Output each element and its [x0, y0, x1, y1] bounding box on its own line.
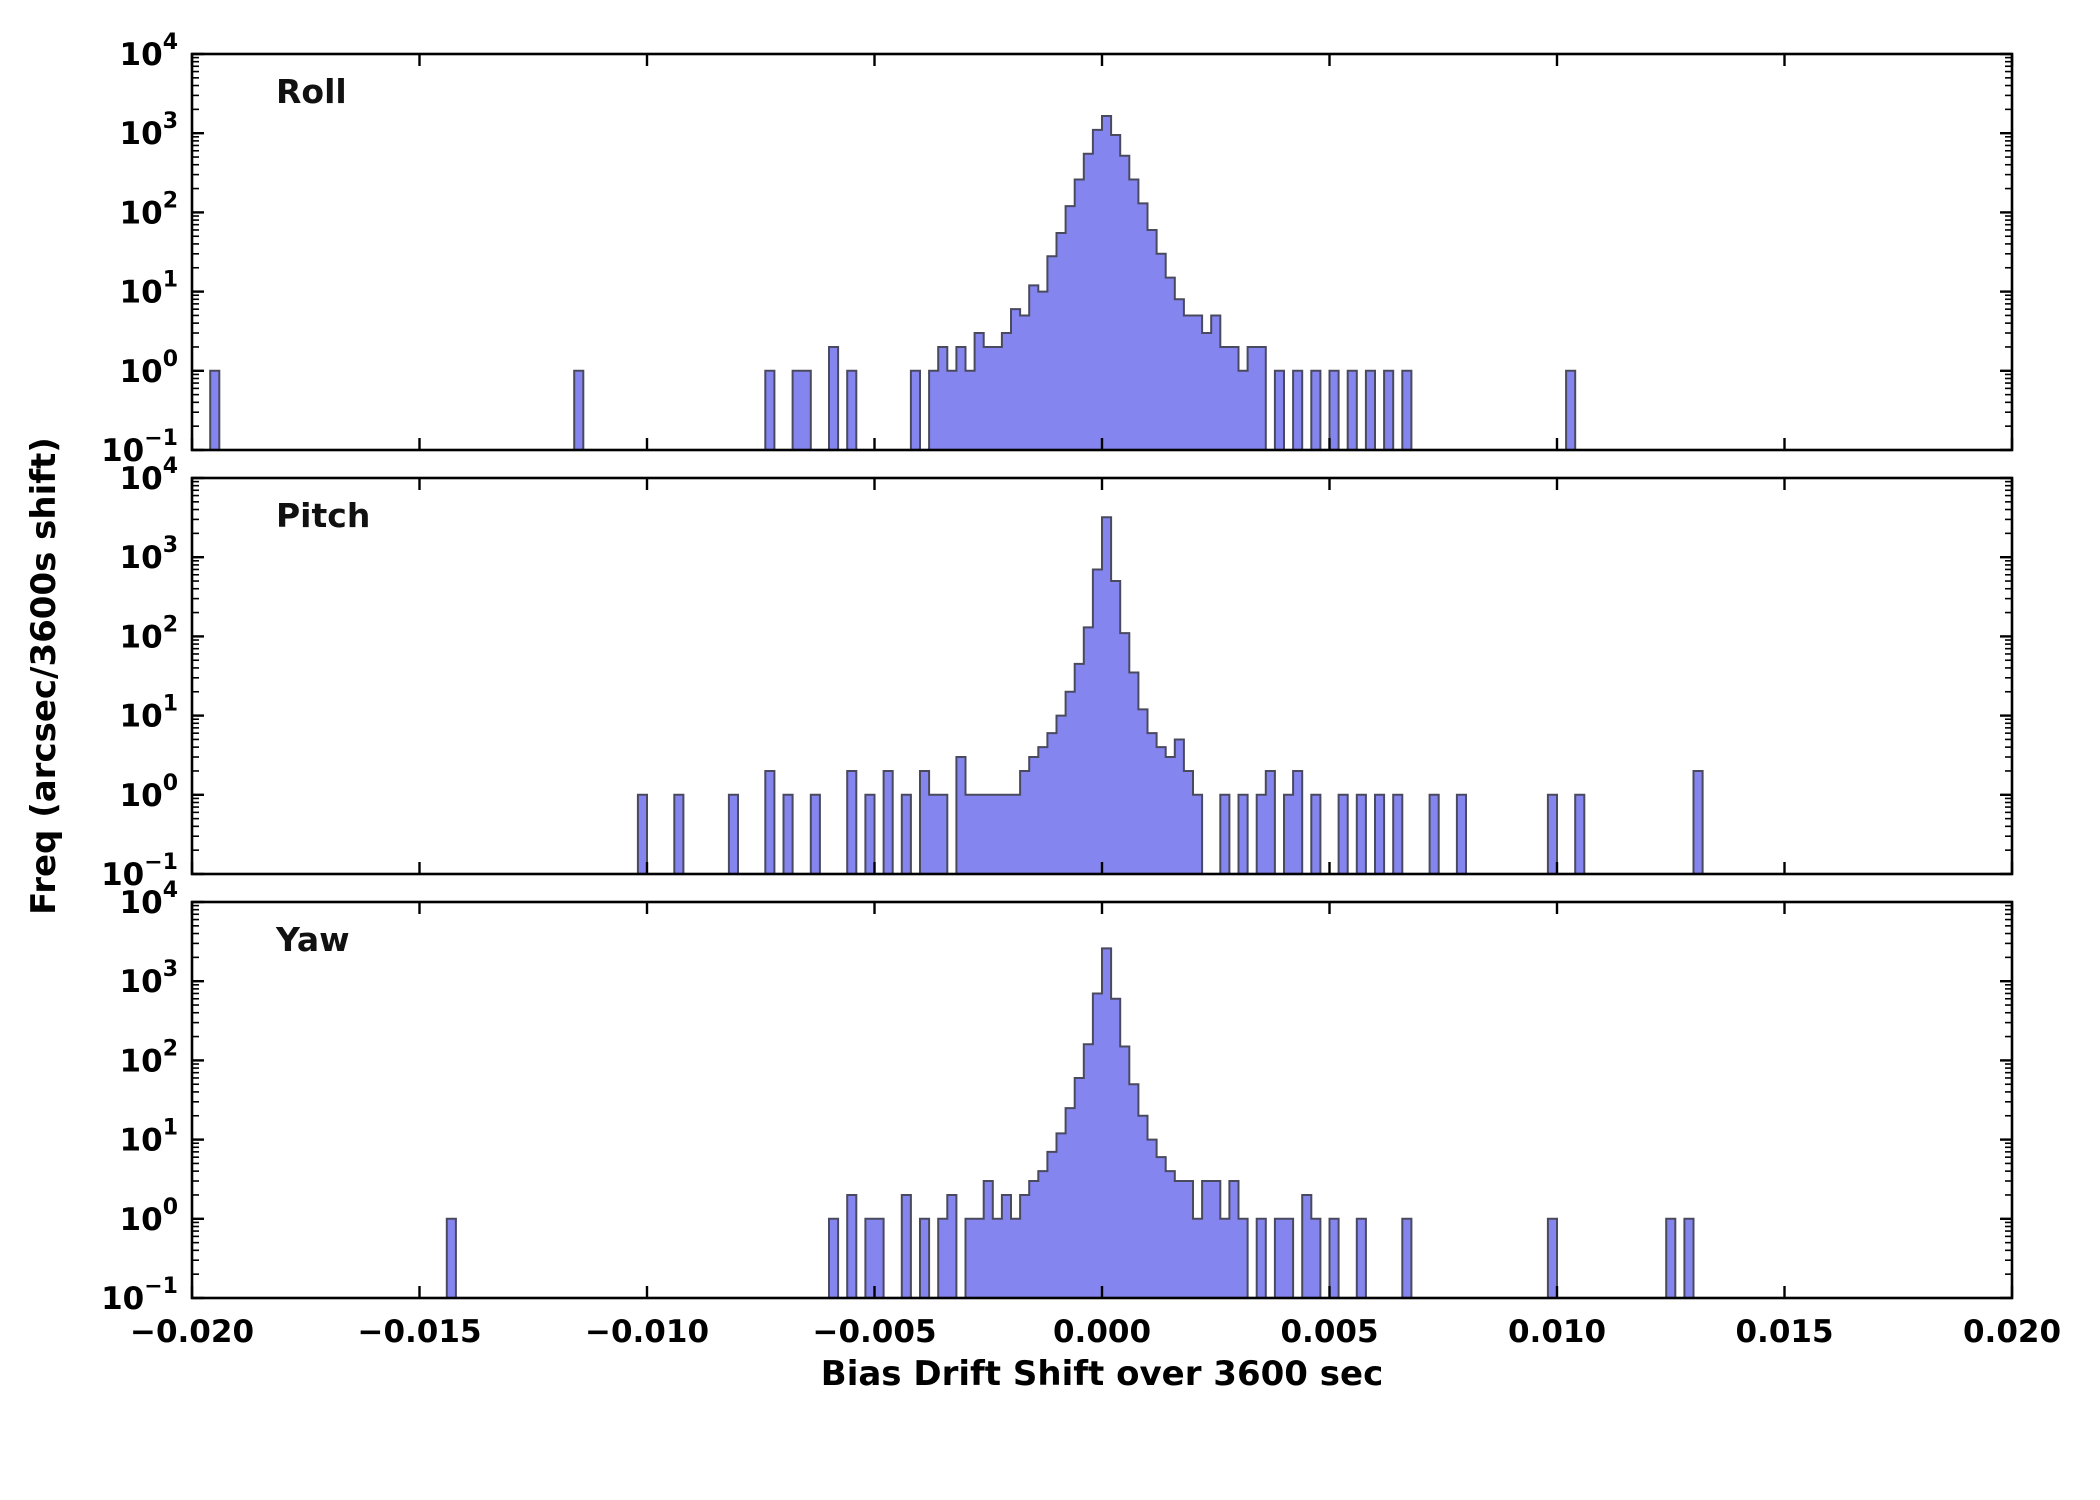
y-tick-label: 100: [120, 1195, 178, 1238]
yaw-panel: 104 103 102 101 100 10−1: [101, 878, 2014, 1317]
x-tick-label: 0.000: [1053, 1314, 1151, 1350]
axes-frame: [190, 476, 2014, 876]
y-tick-label: 102: [120, 188, 178, 231]
y-tick-label: 104: [120, 878, 178, 921]
y-tick-label: 103: [120, 533, 178, 576]
y-tick-label: 10−1: [101, 1274, 178, 1317]
x-axis-label: Bias Drift Shift over 3600 sec: [820, 1354, 1384, 1394]
histogram-bars-pitch: [636, 516, 1704, 875]
y-axis-label: Freq (arcsec/3600s shift): [24, 437, 64, 915]
panel-title-pitch: Pitch: [276, 496, 371, 535]
x-tick-label: −0.015: [357, 1314, 481, 1350]
axes-frame: [190, 52, 2014, 452]
y-tick-label: 104: [120, 454, 178, 497]
y-tick-label: 103: [120, 109, 178, 152]
y-tick-label: 10−1: [101, 426, 178, 469]
y-tick-label: 104: [120, 30, 178, 73]
y-tick-label: 103: [120, 957, 178, 1000]
y-tick-label: 101: [120, 268, 178, 311]
pitch-panel: 104 103 102 101 100 10−1: [101, 454, 2014, 893]
x-tick-label: −0.020: [130, 1314, 254, 1350]
panel-title-yaw: Yaw: [276, 920, 350, 959]
y-tick-label: 102: [120, 612, 178, 655]
y-tick-label: 101: [120, 1116, 178, 1159]
x-tick-label: −0.005: [812, 1314, 936, 1350]
x-tick-label: 0.015: [1735, 1314, 1833, 1350]
x-tick-label: 0.005: [1280, 1314, 1378, 1350]
y-tick-label: 101: [120, 692, 178, 735]
y-tick-label: 100: [120, 347, 178, 390]
y-tick-label: 100: [120, 771, 178, 814]
panel-title-roll: Roll: [276, 72, 347, 111]
y-tick-label: 102: [120, 1036, 178, 1079]
roll-panel: 104 103 102 101 100 10−1: [101, 30, 2014, 469]
axes-frame: [190, 900, 2014, 1300]
histogram-bars-roll: [209, 114, 1577, 451]
x-tick-label: −0.010: [585, 1314, 709, 1350]
x-tick-label: 0.010: [1508, 1314, 1606, 1350]
y-tick-label: 10−1: [101, 850, 178, 893]
x-tick-label: 0.020: [1963, 1314, 2061, 1350]
histogram-bars-yaw: [445, 947, 1695, 1299]
